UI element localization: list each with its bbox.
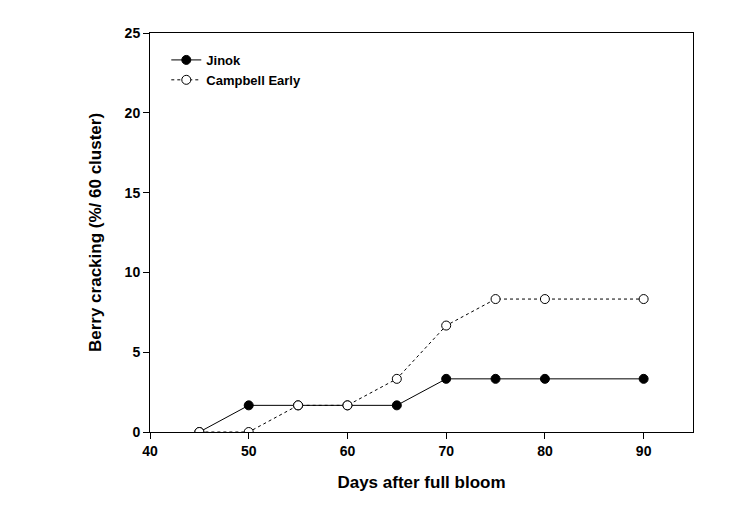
- svg-text:10: 10: [125, 264, 141, 280]
- svg-text:50: 50: [241, 443, 257, 459]
- svg-text:20: 20: [125, 105, 141, 121]
- svg-text:70: 70: [438, 443, 454, 459]
- svg-text:5: 5: [132, 344, 140, 360]
- svg-text:25: 25: [125, 25, 141, 41]
- svg-text:80: 80: [537, 443, 553, 459]
- svg-text:Berry cracking (%/ 60 cluster): Berry cracking (%/ 60 cluster): [86, 113, 105, 352]
- svg-text:0: 0: [132, 424, 140, 440]
- svg-text:90: 90: [636, 443, 652, 459]
- svg-text:Campbell Early: Campbell Early: [206, 73, 301, 88]
- svg-text:Days after full bloom: Days after full bloom: [337, 473, 505, 492]
- svg-text:60: 60: [340, 443, 356, 459]
- svg-text:Jinok: Jinok: [206, 53, 241, 68]
- svg-text:40: 40: [142, 443, 158, 459]
- svg-text:15: 15: [125, 185, 141, 201]
